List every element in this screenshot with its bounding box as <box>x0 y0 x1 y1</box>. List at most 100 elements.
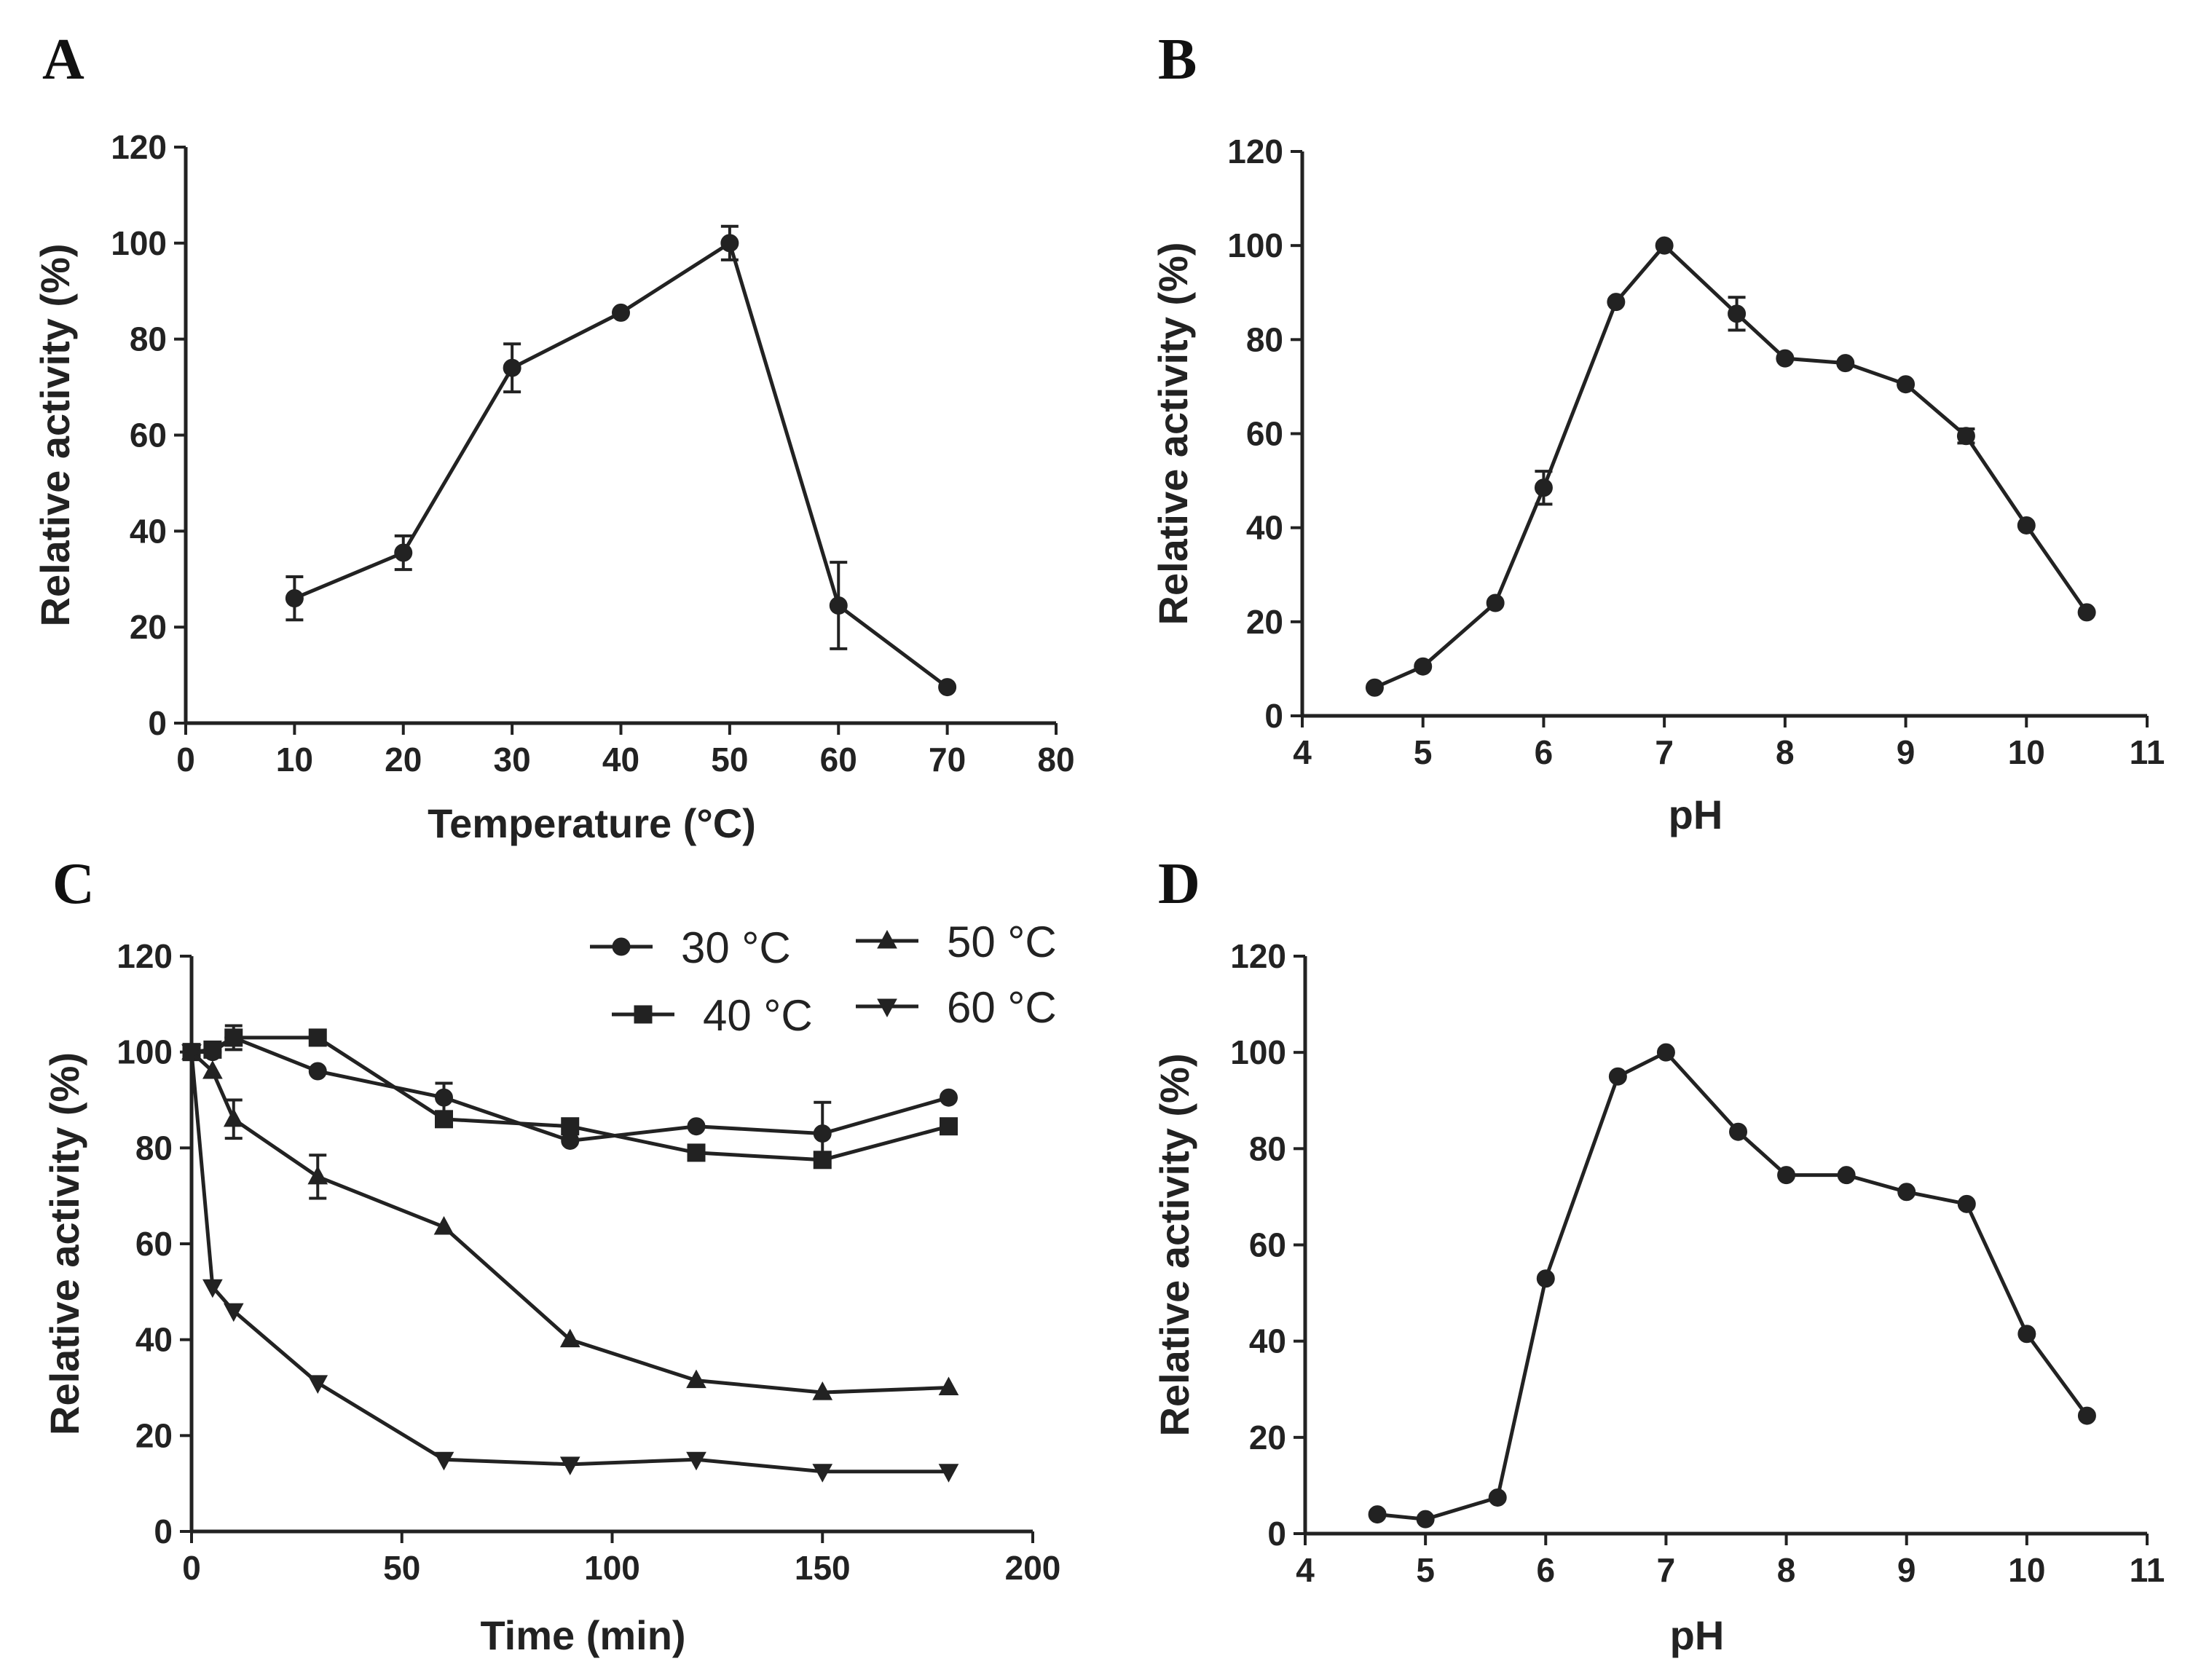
y-tick-label-a: 40 <box>130 512 167 550</box>
data-point-c <box>223 1303 244 1322</box>
data-point-c <box>203 1040 222 1059</box>
y-tick-label-c: 0 <box>154 1513 173 1550</box>
data-point-c <box>224 1028 243 1047</box>
x-tick-label-a: 0 <box>176 741 195 778</box>
legend-item-2: 50 °C <box>856 918 1057 966</box>
data-point-a <box>285 589 304 608</box>
x-tick-label-b: 6 <box>1535 733 1554 771</box>
x-tick-label-b: 5 <box>1414 733 1433 771</box>
y-tick-label-a: 100 <box>111 224 167 262</box>
data-point-c <box>940 1117 958 1136</box>
legend-label: 50 °C <box>947 918 1057 966</box>
data-point-b <box>1897 375 1916 394</box>
data-point-d <box>1656 1043 1675 1062</box>
data-point-d <box>1957 1194 1976 1213</box>
y-axis-title-b: Relative activity (%) <box>1150 242 1196 626</box>
x-tick-label-a: 10 <box>276 741 313 778</box>
data-point-d <box>1416 1510 1435 1529</box>
data-point-c <box>181 1044 202 1063</box>
panel-c: C 0 20 40 60 80 100 120 0 50 100 150 200 Relative ac… <box>42 852 1060 1658</box>
data-point-c <box>433 1451 454 1471</box>
x-tick-label-c: 0 <box>182 1549 201 1587</box>
data-point-c <box>202 1279 223 1298</box>
x-tick-label-b: 4 <box>1293 733 1312 771</box>
series-c-3 <box>181 1044 959 1483</box>
data-point-c <box>812 1381 833 1400</box>
legend-marker <box>634 1005 653 1024</box>
y-axis-title-d: Relative activity (%) <box>1151 1054 1197 1437</box>
y-tick-label-c: 100 <box>117 1033 173 1071</box>
data-point-a <box>938 678 957 697</box>
y-tick-label-a: 120 <box>111 128 167 166</box>
legend-marker <box>877 929 897 949</box>
data-point-c <box>307 1165 328 1185</box>
y-tick-label-b: 20 <box>1246 603 1283 641</box>
x-tick-label-b: 10 <box>2008 733 2045 771</box>
x-tick-label-d: 11 <box>2130 1551 2165 1589</box>
data-point-b <box>1776 349 1795 368</box>
x-tick-label-c: 100 <box>584 1549 640 1587</box>
x-tick-label-a: 50 <box>711 741 748 778</box>
x-tick-label-b: 7 <box>1655 733 1674 771</box>
x-tick-label-b: 9 <box>1897 733 1916 771</box>
x-tick-label-b: 8 <box>1776 733 1795 771</box>
x-tick-label-a: 70 <box>929 741 966 778</box>
y-tick-label-c: 60 <box>135 1225 173 1263</box>
y-tick-label-d: 60 <box>1249 1226 1286 1264</box>
data-point-d <box>1488 1488 1507 1507</box>
data-point-b <box>1414 657 1433 676</box>
panel-a: A 0 20 40 60 80 100 120 0 10 20 30 40 50 60 70 80 Relati… <box>32 28 1075 846</box>
x-tick-label-c: 50 <box>383 1549 420 1587</box>
y-tick-label-b: 60 <box>1246 415 1283 453</box>
panel-b: B 0 20 40 60 80 100 120 4 5 6 7 8 9 10 11 Relative acti… <box>1150 28 2165 837</box>
series-c-2 <box>181 1041 959 1400</box>
legend-item-0: 30 °C <box>590 923 791 972</box>
data-point-d <box>1536 1269 1555 1288</box>
data-point-b <box>1486 593 1505 612</box>
x-tick-label-a: 30 <box>494 741 531 778</box>
legend: 30 °C 40 °C 50 °C 60 °C <box>590 918 1057 1040</box>
data-point-c <box>223 1108 244 1127</box>
x-tick-label-d: 8 <box>1777 1551 1796 1589</box>
panel-label-b: B <box>1158 28 1197 92</box>
data-point-c <box>435 1088 453 1107</box>
data-point-c <box>686 1451 706 1471</box>
legend-label: 40 °C <box>703 991 813 1040</box>
data-point-c <box>308 1028 327 1047</box>
data-point-d <box>1897 1183 1916 1202</box>
y-tick-label-b: 120 <box>1227 133 1283 170</box>
data-point-c <box>561 1117 580 1136</box>
data-point-d <box>1837 1166 1856 1185</box>
x-tick-label-a: 80 <box>1037 741 1074 778</box>
x-tick-label-d: 4 <box>1296 1551 1315 1589</box>
series-a-0 <box>285 224 957 697</box>
x-tick-label-a: 40 <box>602 741 639 778</box>
y-axis-title-a: Relative activity (%) <box>32 244 78 627</box>
data-point-c <box>559 1456 580 1475</box>
panel-label-d: D <box>1158 852 1200 916</box>
x-tick-label-a: 20 <box>385 741 422 778</box>
series-b-0 <box>1365 236 2096 697</box>
x-axis-title-a: Temperature (°C) <box>428 800 756 846</box>
data-point-c <box>812 1464 833 1483</box>
y-tick-label-b: 80 <box>1246 320 1283 358</box>
data-point-b <box>1365 678 1384 697</box>
data-point-c <box>813 1124 832 1143</box>
y-axis-title-c: Relative activity (%) <box>42 1052 87 1435</box>
x-tick-label-d: 9 <box>1897 1551 1916 1589</box>
x-tick-label-d: 6 <box>1536 1551 1555 1589</box>
x-tick-label-d: 7 <box>1657 1551 1676 1589</box>
data-point-b <box>2077 603 2096 622</box>
data-point-c <box>433 1215 454 1235</box>
data-point-c <box>202 1060 223 1079</box>
data-point-a <box>394 543 413 562</box>
data-point-a <box>720 234 739 253</box>
data-point-c <box>687 1143 706 1162</box>
data-point-c <box>940 1088 958 1107</box>
data-point-c <box>559 1328 580 1348</box>
legend-label: 60 °C <box>947 983 1057 1032</box>
y-tick-label-a: 60 <box>130 417 167 454</box>
legend-item-1: 40 °C <box>612 991 813 1040</box>
